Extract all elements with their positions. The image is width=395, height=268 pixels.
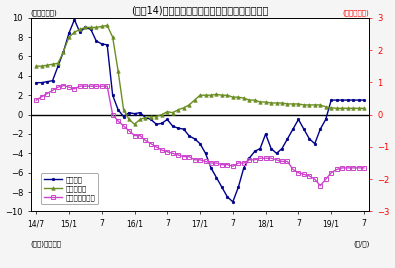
Line: 投賄信託: 投賄信託 (35, 18, 365, 203)
準通貨（右軸） (154, 145, 159, 148)
準通貨（右軸） (214, 161, 219, 165)
準通貨（右軸） (34, 98, 39, 102)
投賄信託 (361, 98, 366, 102)
投賄信託 (241, 166, 246, 169)
金錢の信託 (100, 25, 104, 28)
投賄信託 (214, 176, 219, 179)
投賄信託 (230, 200, 235, 203)
金錢の信託 (34, 65, 39, 68)
金錢の信託 (132, 123, 137, 126)
投賄信託 (329, 98, 333, 102)
準通貨（右軸） (361, 166, 366, 169)
準通貨（右軸） (329, 171, 333, 174)
金錢の信託 (241, 96, 246, 100)
金錢の信託 (116, 69, 120, 73)
準通貨（右軸） (116, 120, 120, 123)
投賄信託 (34, 81, 39, 84)
金錢の信託 (220, 94, 224, 97)
Line: 準通貨（右軸）: 準通貨（右軸） (35, 84, 365, 187)
金錢の信託 (361, 107, 366, 110)
投賄信託 (116, 108, 120, 111)
金錢の信託 (329, 106, 333, 109)
金錢の信託 (105, 24, 109, 27)
金錢の信託 (160, 113, 164, 116)
投賄信託 (105, 43, 109, 46)
Text: (前年比、％): (前年比、％) (31, 9, 57, 16)
Text: (年/月): (年/月) (353, 241, 369, 247)
準通貨（右軸） (61, 84, 66, 87)
Text: (資料)日本銀行: (資料)日本銀行 (31, 241, 62, 247)
準通貨（右軸） (105, 85, 109, 88)
Legend: 投賄信託, 金錢の信託, 準通貨（右軸）: 投賄信託, 金錢の信託, 準通貨（右軸） (41, 173, 98, 204)
Title: (図袈14)投賄信託・金錢の信託・準通貨の伸び率: (図袈14)投賄信託・金錢の信託・準通貨の伸び率 (132, 6, 269, 16)
Text: (前年比、％): (前年比、％) (343, 9, 369, 16)
投賄信託 (72, 18, 77, 21)
準通貨（右軸） (236, 161, 241, 165)
Line: 金錢の信託: 金錢の信託 (34, 24, 366, 126)
準通貨（右軸） (318, 184, 323, 187)
投賄信託 (154, 123, 159, 126)
